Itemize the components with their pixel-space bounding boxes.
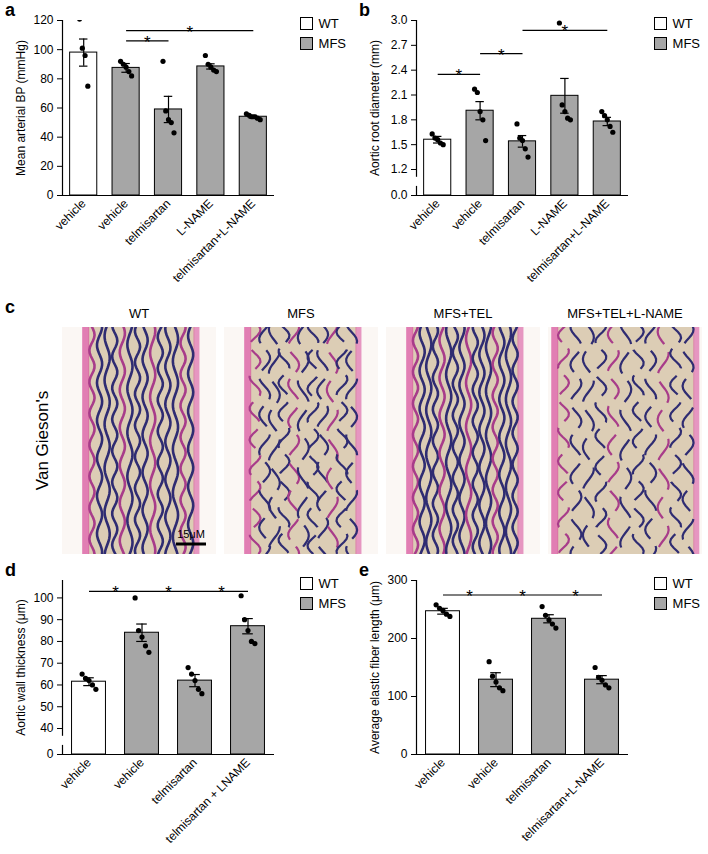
svg-text:telmisartan+L-NAME: telmisartan+L-NAME: [170, 196, 258, 284]
svg-text:0: 0: [47, 188, 54, 202]
svg-text:60: 60: [40, 678, 54, 692]
svg-text:MFS+TEL+L-NAME: MFS+TEL+L-NAME: [567, 306, 683, 321]
svg-text:telmisartan + LNAME: telmisartan + LNAME: [163, 755, 253, 845]
html-text:a: a: [5, 0, 15, 20]
svg-text:WT: WT: [129, 306, 149, 321]
html-text:b: b: [359, 0, 370, 20]
svg-text:*: *: [572, 587, 579, 606]
svg-text:80: 80: [40, 72, 54, 86]
svg-text:*: *: [144, 33, 151, 52]
svg-text:2.4: 2.4: [391, 63, 408, 77]
html-text:WT: WT: [318, 576, 339, 591]
svg-text:50: 50: [40, 700, 54, 714]
svg-text:vehicle: vehicle: [58, 755, 95, 792]
svg-text:vehicle: vehicle: [412, 755, 449, 792]
svg-text:telmisartan: telmisartan: [502, 755, 553, 806]
svg-text:L-NAME: L-NAME: [174, 196, 216, 238]
svg-text:Aortic root diameter (mm): Aortic root diameter (mm): [368, 40, 382, 176]
svg-text:Average elastic fiber length (: Average elastic fiber length (μm): [368, 581, 382, 754]
svg-text:*: *: [186, 23, 193, 42]
svg-text:100: 100: [33, 43, 53, 57]
html-text:MFS: MFS: [672, 596, 700, 611]
svg-text:*: *: [562, 22, 569, 41]
svg-text:100: 100: [33, 591, 53, 605]
html-text:WT: WT: [672, 16, 693, 31]
svg-text:c: c: [5, 297, 15, 317]
svg-text:vehicle: vehicle: [111, 755, 148, 792]
html-text:MFS: MFS: [318, 596, 346, 611]
svg-text:1.5: 1.5: [391, 138, 408, 152]
svg-text:100: 100: [387, 689, 407, 703]
svg-text:2.1: 2.1: [391, 88, 408, 102]
svg-text:*: *: [466, 587, 473, 606]
svg-text:Aortic wall thickness (μm): Aortic wall thickness (μm): [14, 599, 28, 735]
html-text:d: d: [5, 560, 16, 580]
svg-text:40: 40: [40, 130, 54, 144]
svg-text:*: *: [519, 587, 526, 606]
svg-text:60: 60: [40, 101, 54, 115]
svg-text:120: 120: [33, 13, 53, 27]
svg-text:3.0: 3.0: [391, 13, 408, 27]
svg-text:*: *: [218, 583, 225, 602]
svg-text:1.8: 1.8: [391, 113, 408, 127]
svg-text:telmisartan+L-NAME: telmisartan+L-NAME: [518, 755, 606, 843]
svg-text:vehicle: vehicle: [465, 755, 502, 792]
svg-text:telmisartan+L-NAME: telmisartan+L-NAME: [524, 196, 612, 284]
svg-text:300: 300: [387, 573, 407, 587]
svg-text:vehicle: vehicle: [95, 196, 132, 233]
html-text:WT: WT: [318, 16, 339, 31]
svg-text:Van Gieson's: Van Gieson's: [33, 391, 52, 490]
svg-text:MFS+TEL: MFS+TEL: [434, 306, 493, 321]
svg-text:telmisartan: telmisartan: [122, 196, 173, 247]
html-text:MFS: MFS: [672, 36, 700, 51]
svg-text:*: *: [165, 583, 172, 602]
svg-text:2.7: 2.7: [391, 38, 408, 52]
svg-text:15μM: 15μM: [177, 528, 205, 540]
svg-text:40: 40: [40, 721, 54, 735]
svg-text:20: 20: [40, 159, 54, 173]
svg-text:vehicle: vehicle: [449, 196, 486, 233]
html-text:WT: WT: [672, 576, 693, 591]
svg-text:80: 80: [40, 634, 54, 648]
svg-text:telmisartan: telmisartan: [148, 755, 199, 806]
svg-text:0: 0: [47, 747, 54, 761]
html-text:MFS: MFS: [318, 36, 346, 51]
svg-text:*: *: [112, 583, 119, 602]
svg-text:vehicle: vehicle: [406, 196, 443, 233]
svg-text:telmisartan: telmisartan: [476, 196, 527, 247]
svg-text:MFS: MFS: [287, 306, 315, 321]
svg-text:vehicle: vehicle: [52, 196, 89, 233]
svg-text:*: *: [498, 46, 505, 65]
svg-text:0.0: 0.0: [391, 188, 408, 202]
svg-text:*: *: [456, 66, 463, 85]
svg-text:0: 0: [401, 747, 408, 761]
html-text:e: e: [359, 560, 369, 580]
svg-text:200: 200: [387, 631, 407, 645]
svg-text:Mean arterial BP (mmHg): Mean arterial BP (mmHg): [14, 40, 28, 176]
svg-text:L-NAME: L-NAME: [528, 196, 570, 238]
svg-text:90: 90: [40, 613, 54, 627]
svg-text:1.2: 1.2: [391, 162, 408, 176]
svg-text:70: 70: [40, 656, 54, 670]
